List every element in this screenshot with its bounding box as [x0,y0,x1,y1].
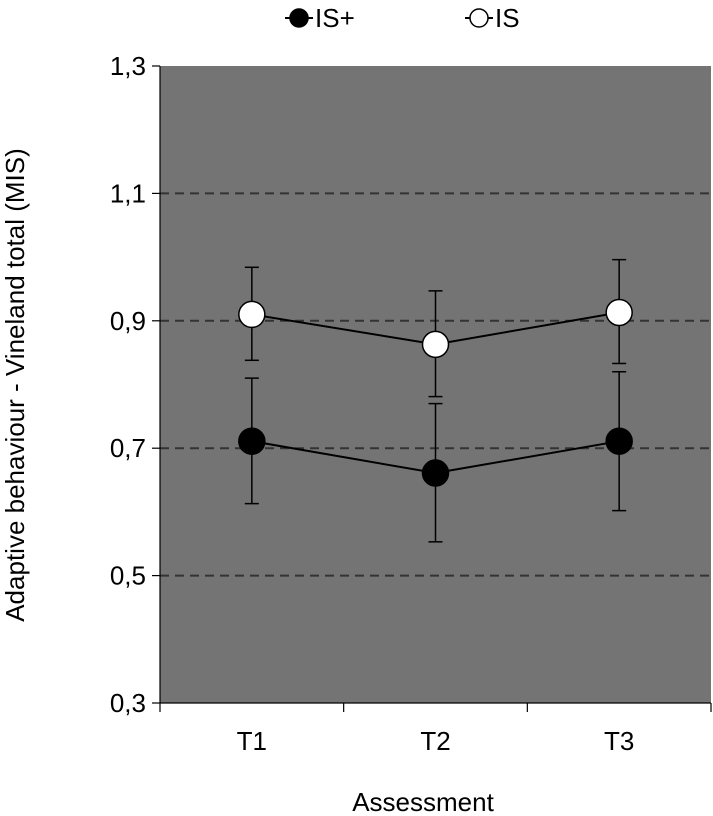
legend-marker [289,8,309,28]
x-tick-label: T2 [420,726,450,756]
legend-item: IS+ [285,3,355,33]
y-tick-label: 0,7 [110,433,146,463]
y-tick-label: 0,9 [110,306,146,336]
x-axis-title: Assessment [352,787,494,816]
data-point [605,427,633,455]
data-point [238,300,266,329]
data-point [238,427,266,455]
legend-marker [469,8,489,28]
data-point [421,459,450,487]
series-is [238,258,633,398]
y-tick-label: 0,5 [110,561,146,591]
legend-item: IS [465,3,520,33]
x-tick-label: T3 [604,726,634,756]
axes: 0,3 0,5 0,7 0,9 1,1 1,3 T1 T2 T3 [110,51,712,756]
y-tick-label: 0,3 [110,688,146,718]
data-point [605,298,633,327]
y-axis-title: Adaptive behaviour - Vineland total (MIS… [0,148,30,622]
legend-label: IS+ [315,3,355,33]
data-point [421,330,450,359]
series-is- [238,371,633,543]
legend: IS+ IS [285,3,520,33]
y-tick-label: 1,3 [110,51,146,81]
legend-label: IS [495,3,520,33]
x-tick-label: T1 [237,726,267,756]
series-group [238,258,633,543]
y-tick-label: 1,1 [110,178,146,208]
